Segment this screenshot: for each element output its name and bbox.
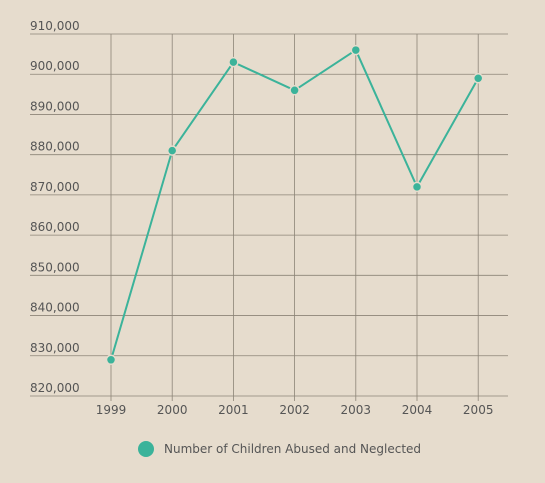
- data-point: [228, 56, 239, 68]
- y-axis-labels: 910,000 900,000 890,000 880,000 870,000 860,0…: [30, 19, 80, 395]
- data-point: [105, 354, 117, 366]
- y-tick-label: 850,000: [30, 260, 80, 274]
- y-tick-label: 880,000: [30, 140, 80, 154]
- y-tick-label: 840,000: [30, 301, 80, 315]
- x-tick-label: 2004: [402, 403, 433, 417]
- x-tick-label: 2000: [157, 403, 188, 417]
- x-axis-labels: 1999 2000 2001 2002 2003 2004 2005: [96, 403, 494, 417]
- y-tick-label: 900,000: [30, 59, 80, 73]
- y-tick-label: 870,000: [30, 180, 80, 194]
- data-point: [289, 85, 300, 96]
- x-tick-label: 2002: [279, 403, 310, 417]
- y-tick-label: 860,000: [30, 220, 80, 234]
- data-point: [472, 72, 484, 84]
- legend[interactable]: Number of Children Abused and Neglected: [138, 441, 421, 457]
- legend-label: Number of Children Abused and Neglected: [164, 442, 422, 456]
- y-tick-label: 910,000: [30, 19, 80, 33]
- x-tick-label: 2003: [341, 403, 372, 417]
- x-tick-label: 2005: [463, 403, 494, 417]
- data-point: [166, 145, 178, 156]
- legend-swatch: [138, 441, 154, 457]
- y-tick-label: 820,000: [30, 381, 80, 395]
- y-tick-label: 830,000: [30, 341, 80, 355]
- x-tick-label: 2001: [218, 403, 249, 417]
- data-point: [411, 181, 423, 193]
- data-point: [350, 44, 362, 56]
- grid-lines: [30, 33, 508, 401]
- series-group: [105, 44, 484, 366]
- y-tick-label: 890,000: [30, 99, 80, 113]
- x-tick-label: 1999: [96, 403, 127, 417]
